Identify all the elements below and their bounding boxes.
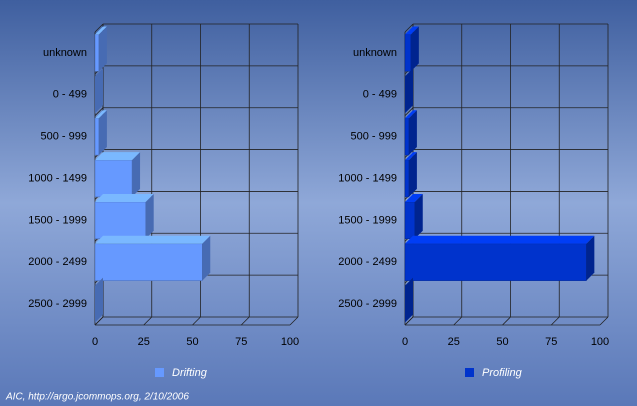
x-tick-label: 50 (186, 336, 198, 348)
y-tick-label: unknown (353, 47, 397, 59)
bar-top (405, 235, 595, 244)
y-tick-label: 1500 - 1999 (338, 214, 397, 226)
y-tick-label: 0 - 499 (363, 89, 397, 101)
y-tick-label: unknown (43, 47, 87, 59)
bar-side (410, 26, 419, 72)
bar-side (132, 152, 141, 197)
bar-side (202, 235, 211, 281)
y-tick-label: 500 - 999 (41, 131, 87, 143)
bar (94, 117, 100, 156)
bar (404, 243, 587, 281)
bar-side (408, 110, 417, 156)
bar-side (145, 193, 154, 239)
bar-top (95, 235, 211, 244)
bar-side (98, 26, 107, 72)
grid-line (240, 316, 250, 326)
bar (404, 159, 410, 198)
bar-side (408, 152, 417, 197)
x-tick-label: 75 (545, 336, 557, 348)
grid-line (404, 316, 414, 326)
bar-side (586, 235, 595, 281)
y-tick-label: 2000 - 2499 (28, 256, 87, 268)
grid-line (192, 316, 201, 326)
bar-top (405, 26, 419, 35)
wall-line (94, 23, 104, 33)
bar (94, 159, 133, 198)
bar-side (405, 68, 413, 114)
y-tick-label: 1000 - 1499 (338, 172, 397, 184)
x-tick-label: 100 (591, 336, 609, 348)
bar-side (95, 277, 103, 323)
x-tick-label: 0 (402, 336, 408, 348)
x-tick-label: 50 (496, 336, 508, 348)
y-tick-label: 1500 - 1999 (28, 214, 87, 226)
grid-line (289, 316, 299, 326)
x-tick-label: 25 (138, 336, 150, 348)
y-tick-label: 1000 - 1499 (28, 172, 87, 184)
grid-line (94, 316, 104, 326)
bar-top (405, 152, 417, 161)
bar-top (95, 26, 107, 35)
y-tick-label: 2500 - 2999 (338, 298, 397, 310)
legend-label: Drifting (172, 367, 208, 379)
y-tick-label: 2000 - 2499 (338, 256, 397, 268)
y-tick-label: 0 - 499 (53, 89, 87, 101)
bar (404, 117, 410, 156)
bar-top (95, 110, 107, 119)
y-tick-label: 500 - 999 (351, 131, 397, 143)
bar-side (414, 193, 423, 239)
bar (404, 34, 412, 72)
y-tick-label: 2500 - 2999 (28, 298, 87, 310)
wall-line (94, 107, 104, 116)
bar-top (95, 193, 154, 202)
bar-top (95, 152, 141, 161)
grid-line (599, 316, 609, 326)
bar-top (405, 193, 423, 202)
x-tick-label: 0 (92, 336, 98, 348)
x-tick-label: 75 (235, 336, 247, 348)
legend-swatch (155, 368, 164, 377)
x-tick-label: 100 (281, 336, 299, 348)
bar-side (95, 68, 103, 114)
footer: AIC, http://argo.jcommops.org, 2/10/2006 (5, 392, 189, 403)
grid-line (550, 316, 560, 326)
bar-side (405, 277, 413, 323)
wall-line (404, 107, 414, 116)
bar (94, 243, 203, 281)
grid-line (502, 316, 511, 326)
grid-line (453, 316, 463, 326)
bar (404, 201, 415, 240)
bar-side (98, 110, 107, 156)
bar-top (405, 110, 417, 119)
wall-line (404, 23, 414, 33)
bar (94, 34, 100, 72)
legend-label: Profiling (482, 367, 523, 379)
x-tick-label: 25 (448, 336, 460, 348)
grid-line (143, 316, 153, 326)
legend-swatch (465, 368, 474, 377)
bar (94, 201, 146, 240)
